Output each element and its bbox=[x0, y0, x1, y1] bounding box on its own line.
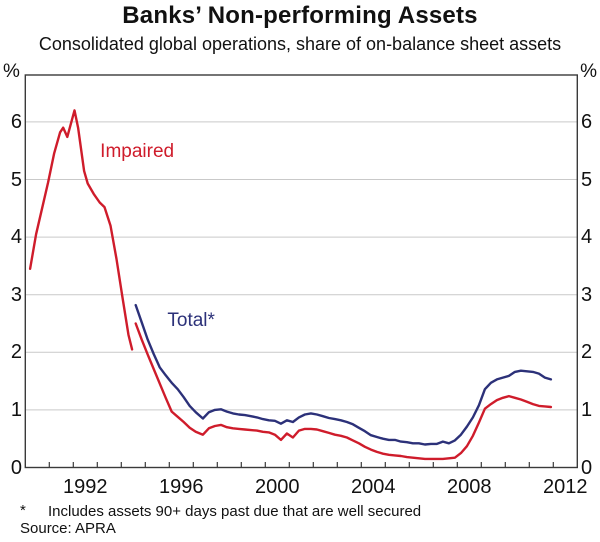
x-tick-label-2004: 2004 bbox=[351, 476, 396, 498]
y-tick-label-left-4: 4 bbox=[10, 226, 22, 249]
series-label-total: Total* bbox=[167, 310, 215, 332]
source-note: Source: APRA bbox=[20, 520, 116, 537]
y-tick-label-right-0: 0 bbox=[581, 456, 593, 479]
y-tick-label-left-2: 2 bbox=[10, 341, 22, 364]
y-tick-label-left-6: 6 bbox=[10, 110, 22, 133]
x-tick-label-2000: 2000 bbox=[255, 476, 300, 498]
series-label-impaired: Impaired bbox=[100, 141, 175, 163]
y-tick-label-left-5: 5 bbox=[10, 168, 22, 191]
series-line-2 bbox=[134, 322, 553, 461]
x-tick-label-1996: 1996 bbox=[159, 476, 204, 498]
series-line-0 bbox=[28, 109, 134, 351]
y-axis-unit-left: % bbox=[3, 61, 20, 82]
y-tick-label-right-1: 1 bbox=[581, 398, 593, 421]
y-tick-label-right-2: 2 bbox=[581, 341, 593, 364]
chart-title: Banks’ Non-performing Assets bbox=[122, 2, 478, 29]
y-tick-label-left-3: 3 bbox=[10, 283, 22, 306]
y-tick-label-left-0: 0 bbox=[10, 456, 22, 479]
y-tick-label-right-3: 3 bbox=[581, 283, 593, 306]
y-tick-label-right-6: 6 bbox=[581, 110, 593, 133]
footnote-text: Includes assets 90+ days past due that a… bbox=[48, 503, 422, 520]
plot-frame bbox=[24, 74, 578, 469]
x-tick-label-1992: 1992 bbox=[63, 476, 108, 498]
chart-subtitle: Consolidated global operations, share of… bbox=[38, 34, 562, 54]
footnote-marker: * bbox=[20, 502, 26, 519]
series-line-1 bbox=[134, 303, 553, 446]
x-tick-label-2008: 2008 bbox=[447, 476, 492, 498]
x-tick-label-2012: 2012 bbox=[543, 476, 588, 498]
y-axis-unit-right: % bbox=[580, 61, 597, 82]
y-tick-label-right-5: 5 bbox=[581, 168, 593, 191]
y-tick-label-right-4: 4 bbox=[581, 226, 593, 249]
y-tick-label-left-1: 1 bbox=[10, 398, 22, 421]
